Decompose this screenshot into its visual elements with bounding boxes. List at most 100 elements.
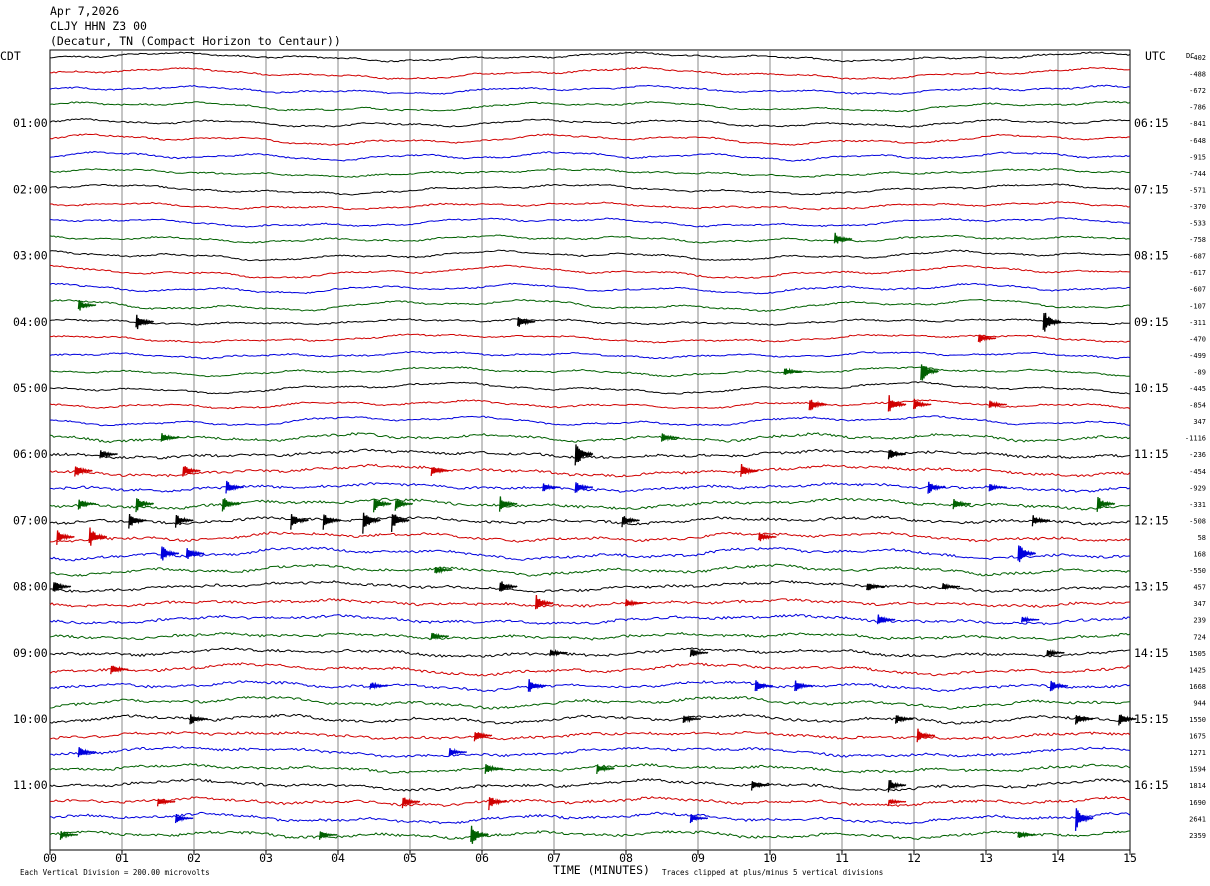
trace-41 (49, 730, 1131, 741)
dc-offset-label: -744 (1189, 170, 1206, 178)
seismic-event (1096, 497, 1116, 512)
trace-30 (49, 546, 1131, 562)
trace-12 (49, 249, 1131, 262)
dc-offset-label: 168 (1193, 551, 1206, 559)
seismic-event (740, 463, 759, 477)
x-tick-label: 09 (691, 851, 705, 865)
trace-1 (49, 66, 1131, 80)
seismic-event (887, 779, 907, 793)
x-tick-label: 00 (43, 851, 57, 865)
seismic-event (876, 614, 896, 625)
x-tick-label: 04 (331, 851, 345, 865)
seismic-event (160, 433, 180, 442)
seismic-event (394, 499, 414, 511)
seismic-event (430, 467, 450, 477)
seismic-event (527, 679, 547, 692)
seismic-event (542, 483, 561, 492)
dc-offset-label: -672 (1189, 87, 1206, 95)
x-tick-label: 11 (835, 851, 849, 865)
right-hour-label: 13:15 (1134, 580, 1169, 594)
dc-offset-label: -687 (1189, 253, 1206, 261)
seismic-event (887, 449, 907, 460)
x-tick-label: 03 (259, 851, 273, 865)
seismic-event (1042, 312, 1062, 332)
trace-19 (49, 366, 1131, 378)
x-tick-label: 06 (475, 851, 489, 865)
seismic-event (977, 334, 997, 343)
right-hour-label: 15:15 (1134, 712, 1169, 726)
seismic-event (516, 317, 536, 327)
x-axis: 00 01 02 03 04 05 06 07 08 09 10 11 12 13 14 15 (43, 850, 1137, 865)
trace-29 (49, 531, 1131, 543)
seismic-event (783, 367, 802, 375)
trace-37 (49, 662, 1131, 677)
seismic-event (952, 499, 972, 510)
dc-offset-label: 1690 (1189, 799, 1206, 807)
trace-38 (49, 680, 1131, 693)
seismic-event (182, 466, 201, 477)
trace-8 (49, 183, 1131, 196)
x-tick-label: 05 (403, 851, 417, 865)
seismic-event (660, 433, 680, 442)
seismic-event (174, 813, 194, 824)
dc-offset-label: 1425 (1189, 666, 1206, 674)
dc-offset-label: 2641 (1189, 815, 1206, 823)
dc-offset-label: -786 (1189, 104, 1206, 112)
x-tick-label: 15 (1123, 851, 1137, 865)
trace-6 (49, 151, 1131, 162)
seismic-event (372, 499, 392, 513)
trace-35 (49, 631, 1131, 641)
dc-offset-label: 239 (1193, 617, 1206, 625)
seismic-event (549, 648, 568, 657)
seismic-event (1017, 545, 1037, 563)
trace-23 (49, 432, 1131, 444)
seismic-event (390, 514, 410, 532)
left-time-axis: 01:00 02:00 03:00 04:00 05:00 06:00 07:00 08:00… (13, 116, 48, 792)
right-hour-label: 06:15 (1134, 116, 1169, 130)
left-hour-label: 02:00 (13, 182, 48, 196)
seismic-event (156, 798, 176, 807)
seismic-event (927, 481, 946, 494)
dc-offset-label: -758 (1189, 236, 1206, 244)
dc-offset-label: 1594 (1189, 766, 1206, 774)
right-hour-label: 09:15 (1134, 315, 1169, 329)
plot-frame (49, 49, 1131, 851)
seismic-event (225, 480, 244, 494)
footer-clip-note: Traces clipped at plus/minus 5 vertical … (662, 868, 883, 877)
dc-offset-label: -617 (1189, 269, 1206, 277)
x-tick-label: 12 (907, 851, 921, 865)
seismic-event (621, 516, 640, 528)
seismic-event (362, 512, 381, 534)
seismic-event (59, 831, 79, 840)
seismic-event (473, 732, 493, 742)
seismic-event (185, 548, 205, 559)
trace-44 (49, 778, 1131, 792)
dc-offset-label: -571 (1189, 186, 1206, 194)
trace-45 (49, 795, 1131, 808)
seismic-event (916, 728, 936, 743)
seismic-event (1074, 715, 1094, 725)
dc-offset-label: 347 (1193, 418, 1206, 426)
x-tick-label: 01 (115, 851, 129, 865)
dc-offset-label: 1271 (1189, 749, 1206, 757)
seismic-event (1049, 680, 1069, 692)
seismic-event (498, 496, 518, 512)
seismic-event (988, 400, 1008, 409)
left-hour-label: 04:00 (13, 315, 48, 329)
dc-offset-label: 1668 (1189, 683, 1206, 691)
trace-4 (49, 118, 1131, 128)
trace-2 (49, 84, 1131, 95)
trace-15 (49, 299, 1131, 312)
trace-40 (49, 713, 1131, 725)
dc-offset-label: 724 (1193, 633, 1206, 641)
trace-20 (49, 381, 1131, 395)
left-hour-label: 10:00 (13, 712, 48, 726)
trace-14 (49, 282, 1131, 295)
seismic-event (77, 299, 97, 311)
dc-offset-label: -236 (1189, 451, 1206, 459)
seismic-event (887, 798, 907, 806)
seismic-event (912, 398, 932, 410)
trace-39 (49, 695, 1131, 710)
seismic-event (318, 831, 338, 840)
left-hour-label: 11:00 (13, 778, 48, 792)
